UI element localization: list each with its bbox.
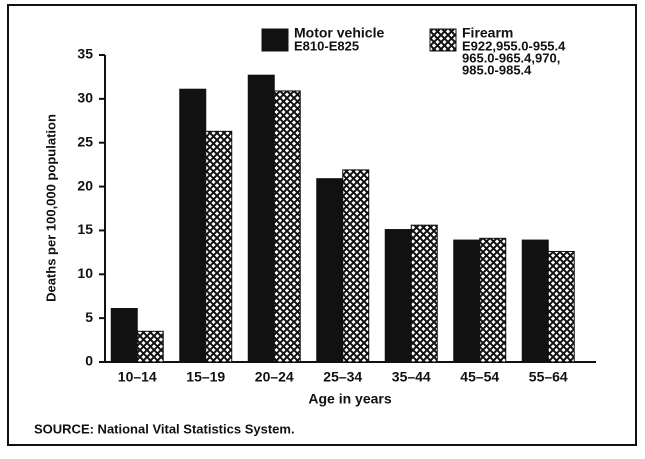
legend-code: E922,955.0-955.4 <box>462 38 566 53</box>
y-axis-title: Deaths per 100,000 population <box>43 114 58 302</box>
bar <box>547 250 575 363</box>
bar <box>179 88 207 363</box>
bar <box>110 307 138 363</box>
bar <box>316 178 344 363</box>
x-axis-title: Age in years <box>308 391 391 407</box>
legend-code: 965.0-965.4,970, <box>462 50 560 65</box>
bar <box>247 74 275 363</box>
x-tick-label: 55–64 <box>529 369 568 385</box>
source-note: SOURCE: National Vital Statistics System… <box>34 421 295 436</box>
bar <box>342 169 370 363</box>
bar <box>384 229 412 363</box>
y-tick-label: 35 <box>77 46 93 62</box>
bar <box>479 237 507 363</box>
legend-label: Firearm <box>462 25 513 41</box>
y-tick-label: 20 <box>77 177 93 193</box>
y-tick-label: 25 <box>77 133 93 149</box>
legend-code: 985.0-985.4 <box>462 62 532 77</box>
legend-swatch <box>429 28 457 52</box>
bar <box>410 224 438 363</box>
bar <box>521 239 549 363</box>
y-tick-label: 0 <box>85 353 93 369</box>
legend-label: Motor vehicle <box>294 25 384 41</box>
x-tick-label: 20–24 <box>255 369 294 385</box>
bar <box>273 90 301 363</box>
x-tick-label: 25–34 <box>323 369 362 385</box>
y-tick-label: 5 <box>85 309 93 325</box>
x-tick-label: 10–14 <box>118 369 157 385</box>
y-tick-label: 10 <box>77 265 93 281</box>
bar <box>205 130 233 363</box>
y-tick-label: 30 <box>77 90 93 106</box>
legend-swatch <box>261 28 289 52</box>
x-tick-label: 15–19 <box>186 369 225 385</box>
x-tick-label: 45–54 <box>460 369 499 385</box>
y-tick-label: 15 <box>77 221 93 237</box>
bar <box>453 239 481 363</box>
bar <box>136 330 164 363</box>
legend-code: E810-E825 <box>294 38 359 53</box>
frame <box>7 4 637 446</box>
x-tick-label: 35–44 <box>392 369 431 385</box>
